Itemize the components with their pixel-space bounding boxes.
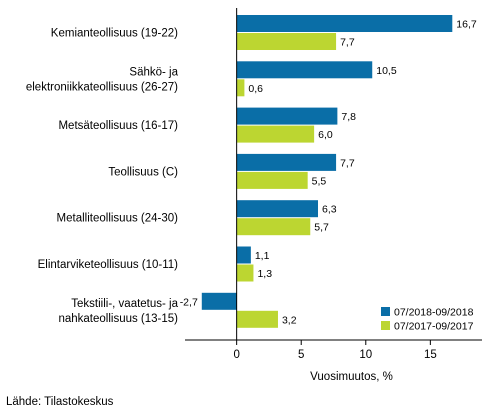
category-label-2: Metsäteollisuus (16-17) xyxy=(58,120,178,132)
x-ticks: 0 5 10 15 xyxy=(233,340,437,361)
category-labels: Kemianteollisuus (19-22) Sähkö- ja elektro… xyxy=(26,28,179,325)
data-label-s1-c3: 5,5 xyxy=(312,175,327,187)
category-label-5: Elintarviketeollisuus (10-11) xyxy=(38,259,179,271)
x-axis-title: Vuosimuutos, % xyxy=(310,371,393,383)
bar-s0-c4 xyxy=(236,200,319,218)
legend: 07/2018-09/2018 07/2017-09/2017 xyxy=(381,307,474,333)
bars-layer xyxy=(201,15,453,328)
bar-s0-c1 xyxy=(236,61,373,79)
bar-s0-c2 xyxy=(236,107,338,125)
bar-s1-c0 xyxy=(236,33,337,50)
bar-s1-c2 xyxy=(236,125,315,143)
bar-s1-c5 xyxy=(236,264,254,282)
x-tick-label: 0 xyxy=(233,349,239,361)
data-label-s0-c0: 16,7 xyxy=(456,19,477,31)
x-tick-label: 15 xyxy=(424,349,437,361)
bar-s0-c0 xyxy=(236,15,453,32)
bar-s0-c5 xyxy=(236,246,251,264)
x-tick-label: 10 xyxy=(359,349,372,361)
bar-s1-c3 xyxy=(236,171,308,189)
legend-swatch-1 xyxy=(381,321,390,330)
data-label-s0-c3: 7,7 xyxy=(340,157,355,169)
bar-s0-c6 xyxy=(201,292,237,310)
category-label-4: Metalliteollisuus (24-30) xyxy=(57,213,179,225)
x-tick-label: 5 xyxy=(298,349,304,361)
data-label-s1-c2: 6,0 xyxy=(318,129,333,141)
category-label-0: Kemianteollisuus (19-22) xyxy=(51,28,178,40)
legend-label-0: 07/2018-09/2018 xyxy=(394,307,474,319)
data-label-s1-c6: 3,2 xyxy=(282,314,297,326)
source-note: Lähde: Tilastokeskus xyxy=(6,396,114,408)
category-label-1: Sähkö- ja elektroniikkateollisuus (26-27) xyxy=(26,66,179,93)
bar-s1-c6 xyxy=(236,310,278,328)
bar-s1-c1 xyxy=(236,79,245,97)
data-label-s1-c5: 1,3 xyxy=(257,268,272,280)
data-labels-layer: 16,7 7,7 10,5 0,6 7,8 6,0 7,7 5,5 6,3 5,7 1,1 1,3 -2… xyxy=(180,19,477,327)
legend-label-1: 07/2017-09/2017 xyxy=(394,321,474,333)
category-label-6: Tekstiili-, vaatetus- ja nahkateollisuus … xyxy=(58,298,178,325)
category-label-3: Teollisuus (C) xyxy=(108,166,178,178)
legend-swatch-0 xyxy=(381,307,390,316)
data-label-s0-c6: -2,7 xyxy=(180,296,198,308)
data-label-s0-c5: 1,1 xyxy=(255,250,270,262)
data-label-s0-c1: 10,5 xyxy=(376,65,397,77)
data-label-s1-c1: 0,6 xyxy=(248,83,263,95)
bar-s1-c4 xyxy=(236,218,311,236)
data-label-s0-c2: 7,8 xyxy=(341,111,356,123)
data-label-s0-c4: 6,3 xyxy=(322,204,337,216)
data-label-s1-c4: 5,7 xyxy=(314,222,329,234)
axes xyxy=(185,8,482,341)
data-label-s1-c0: 7,7 xyxy=(340,37,355,49)
bar-s0-c3 xyxy=(236,153,337,171)
